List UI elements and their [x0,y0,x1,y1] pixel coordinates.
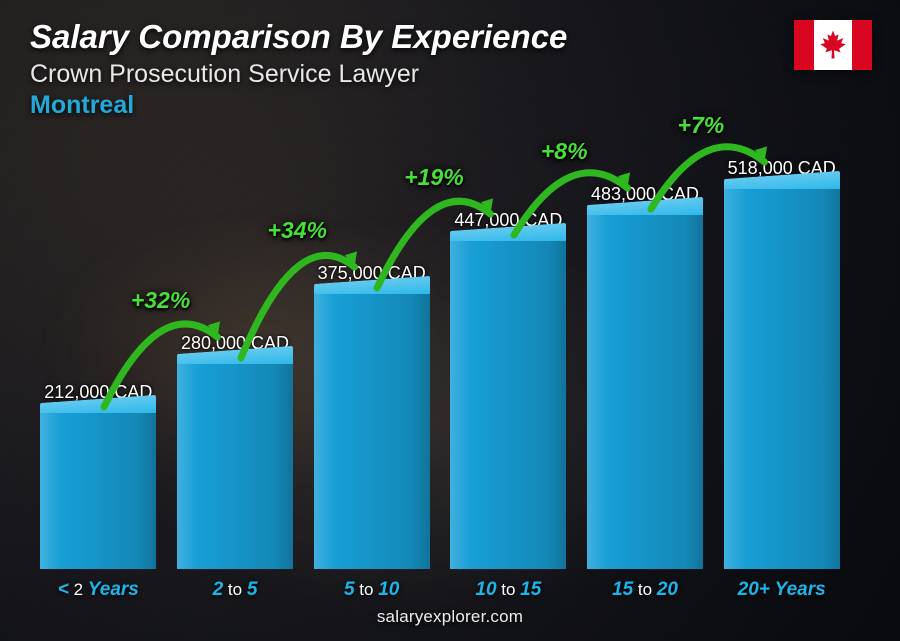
bar-face [724,189,840,569]
bar-column-4: 483,000 CAD15 to 20 [587,184,704,569]
bar [450,241,566,569]
canada-flag-icon [794,20,872,70]
bar-face [450,241,566,569]
flag-band-left [794,20,814,70]
bar-column-0: 212,000 CAD< 2 Years [40,382,157,569]
bar-column-1: 280,000 CAD2 to 5 [177,333,294,569]
bar-face [177,364,293,569]
bar-column-2: 375,000 CAD5 to 10 [313,263,430,569]
bar-column-5: 518,000 CAD20+ Years [723,158,840,569]
page-subtitle: Crown Prosecution Service Lawyer [30,60,870,89]
footer-attribution: salaryexplorer.com [0,607,900,627]
maple-leaf-icon [820,30,846,58]
percent-change-label: +34% [268,217,327,244]
city-label: Montreal [30,91,870,120]
bar [724,189,840,569]
percent-change-label: +19% [404,164,463,191]
salary-bar-chart: 212,000 CAD< 2 Years280,000 CAD2 to 5375… [40,129,840,569]
bar-face [40,413,156,569]
bar [177,364,293,569]
bar-face [587,215,703,569]
x-axis-label: 20+ Years [738,579,826,601]
bar [40,413,156,569]
percent-change-label: +8% [541,138,588,165]
bar-column-3: 447,000 CAD10 to 15 [450,210,567,569]
header: Salary Comparison By Experience Crown Pr… [30,18,870,120]
bar [587,215,703,569]
x-axis-label: 15 to 20 [612,579,678,601]
x-axis-label: 10 to 15 [475,579,541,601]
percent-change-label: +32% [131,287,190,314]
x-axis-label: < 2 Years [58,579,139,601]
flag-center [814,20,852,70]
x-axis-label: 2 to 5 [213,579,258,601]
bar-face [314,294,430,569]
x-axis-label: 5 to 10 [344,579,399,601]
page-title: Salary Comparison By Experience [30,18,870,56]
bar [314,294,430,569]
flag-band-right [852,20,872,70]
